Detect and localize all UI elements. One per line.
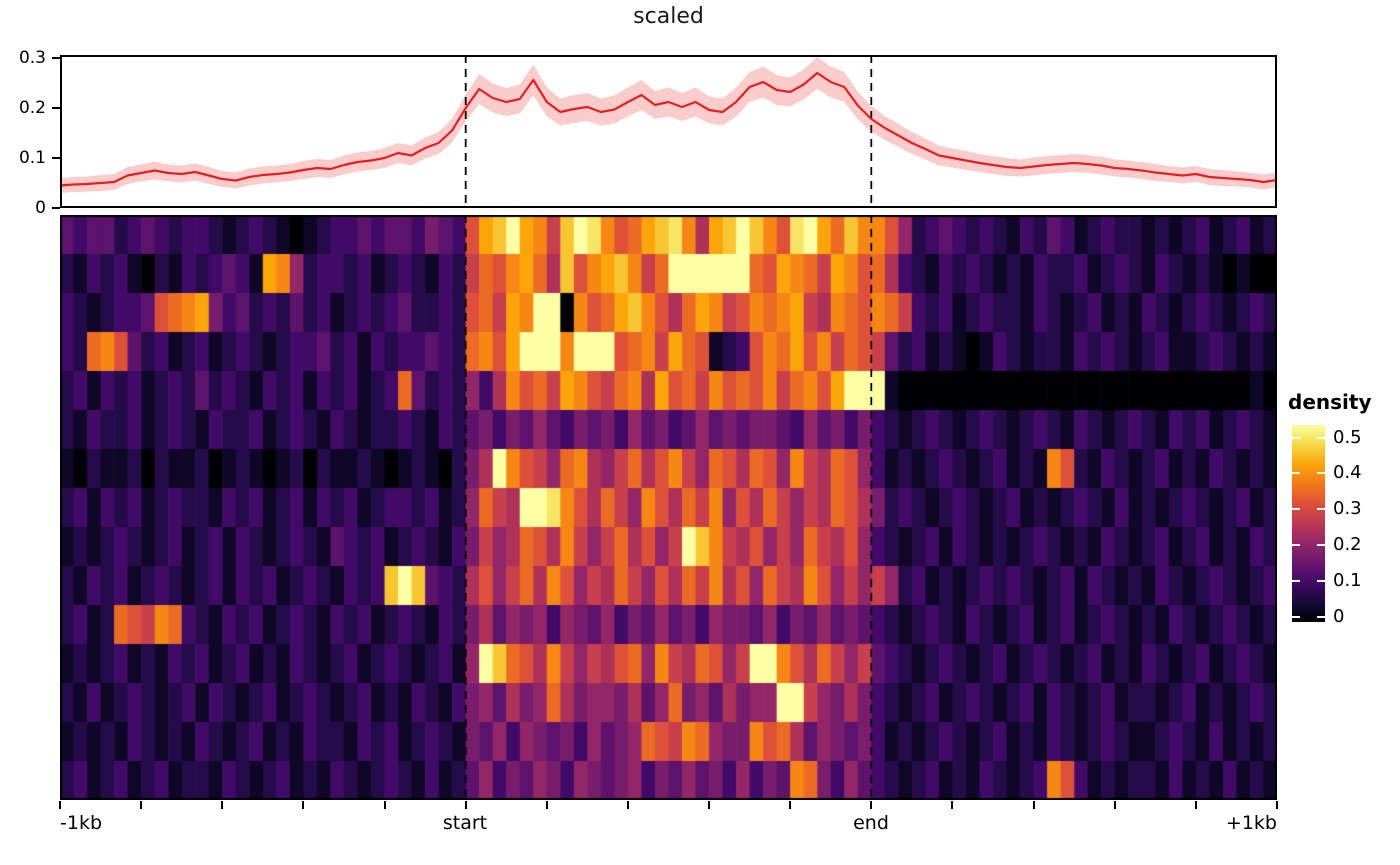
y-tick-label: 0.2	[18, 97, 46, 118]
x-tick	[221, 801, 224, 809]
x-tick	[545, 801, 548, 809]
colorbar-tick-left	[1292, 579, 1300, 582]
y-tick	[52, 57, 60, 59]
x-tick	[789, 801, 792, 809]
heatmap-panel	[60, 215, 1277, 800]
confidence-band	[60, 57, 1277, 193]
profile-panel	[60, 55, 1277, 208]
x-tick	[464, 801, 467, 809]
colorbar-tick-right	[1317, 508, 1325, 511]
y-tick-label: 0.1	[18, 147, 46, 168]
mean-signal-line	[60, 71, 1277, 187]
x-tick	[302, 801, 305, 809]
x-tick	[1276, 801, 1278, 809]
colorbar-tick-right	[1317, 579, 1325, 582]
x-tick	[59, 801, 61, 809]
y-tick	[52, 107, 60, 109]
y-tick	[52, 207, 60, 209]
colorbar-tick-right	[1317, 543, 1325, 546]
x-tick	[383, 801, 386, 809]
x-tick	[708, 801, 711, 809]
x-tick	[951, 801, 954, 809]
colorbar-tick-label: 0.3	[1333, 498, 1362, 520]
y-tick-label: 0.3	[18, 47, 46, 68]
colorbar-title: density	[1288, 390, 1372, 414]
x-tick	[626, 801, 629, 809]
colorbar-tick-right	[1317, 472, 1325, 475]
x-label-plus1kb: +1kb	[1225, 812, 1277, 834]
x-tick	[1032, 801, 1035, 809]
y-tick	[52, 157, 60, 159]
colorbar-tick-left	[1292, 436, 1300, 439]
x-tick	[870, 801, 873, 809]
x-tick	[1194, 801, 1197, 809]
profile-chart	[60, 55, 1277, 208]
x-label-minus1kb: -1kb	[60, 812, 103, 834]
colorbar-tick-left	[1292, 615, 1300, 618]
colorbar-tick-right	[1317, 436, 1325, 439]
heatmap-canvas	[60, 215, 1277, 800]
colorbar-tick-left	[1292, 508, 1300, 511]
x-tick	[140, 801, 143, 809]
x-tick	[1113, 801, 1116, 809]
profile-y-axis: 0.3 0.2 0.1 0	[0, 49, 60, 218]
colorbar-gradient	[1292, 425, 1325, 622]
colorbar-tick-left	[1292, 472, 1300, 475]
colorbar-tick-label: 0.2	[1333, 533, 1362, 555]
colorbar-tick-label: 0	[1333, 605, 1345, 627]
y-tick-label: 0	[35, 197, 46, 218]
colorbar-tick-label: 0.4	[1333, 462, 1362, 484]
x-label-end: end	[853, 812, 889, 834]
x-label-start: start	[442, 812, 488, 834]
colorbar-tick-left	[1292, 543, 1300, 546]
colorbar-tick-label: 0.5	[1333, 426, 1362, 448]
colorbar-tick-right	[1317, 615, 1325, 618]
x-axis-ticks	[59, 800, 1278, 810]
colorbar-tick-label: 0.1	[1333, 569, 1362, 591]
plot-title: scaled	[633, 4, 704, 29]
